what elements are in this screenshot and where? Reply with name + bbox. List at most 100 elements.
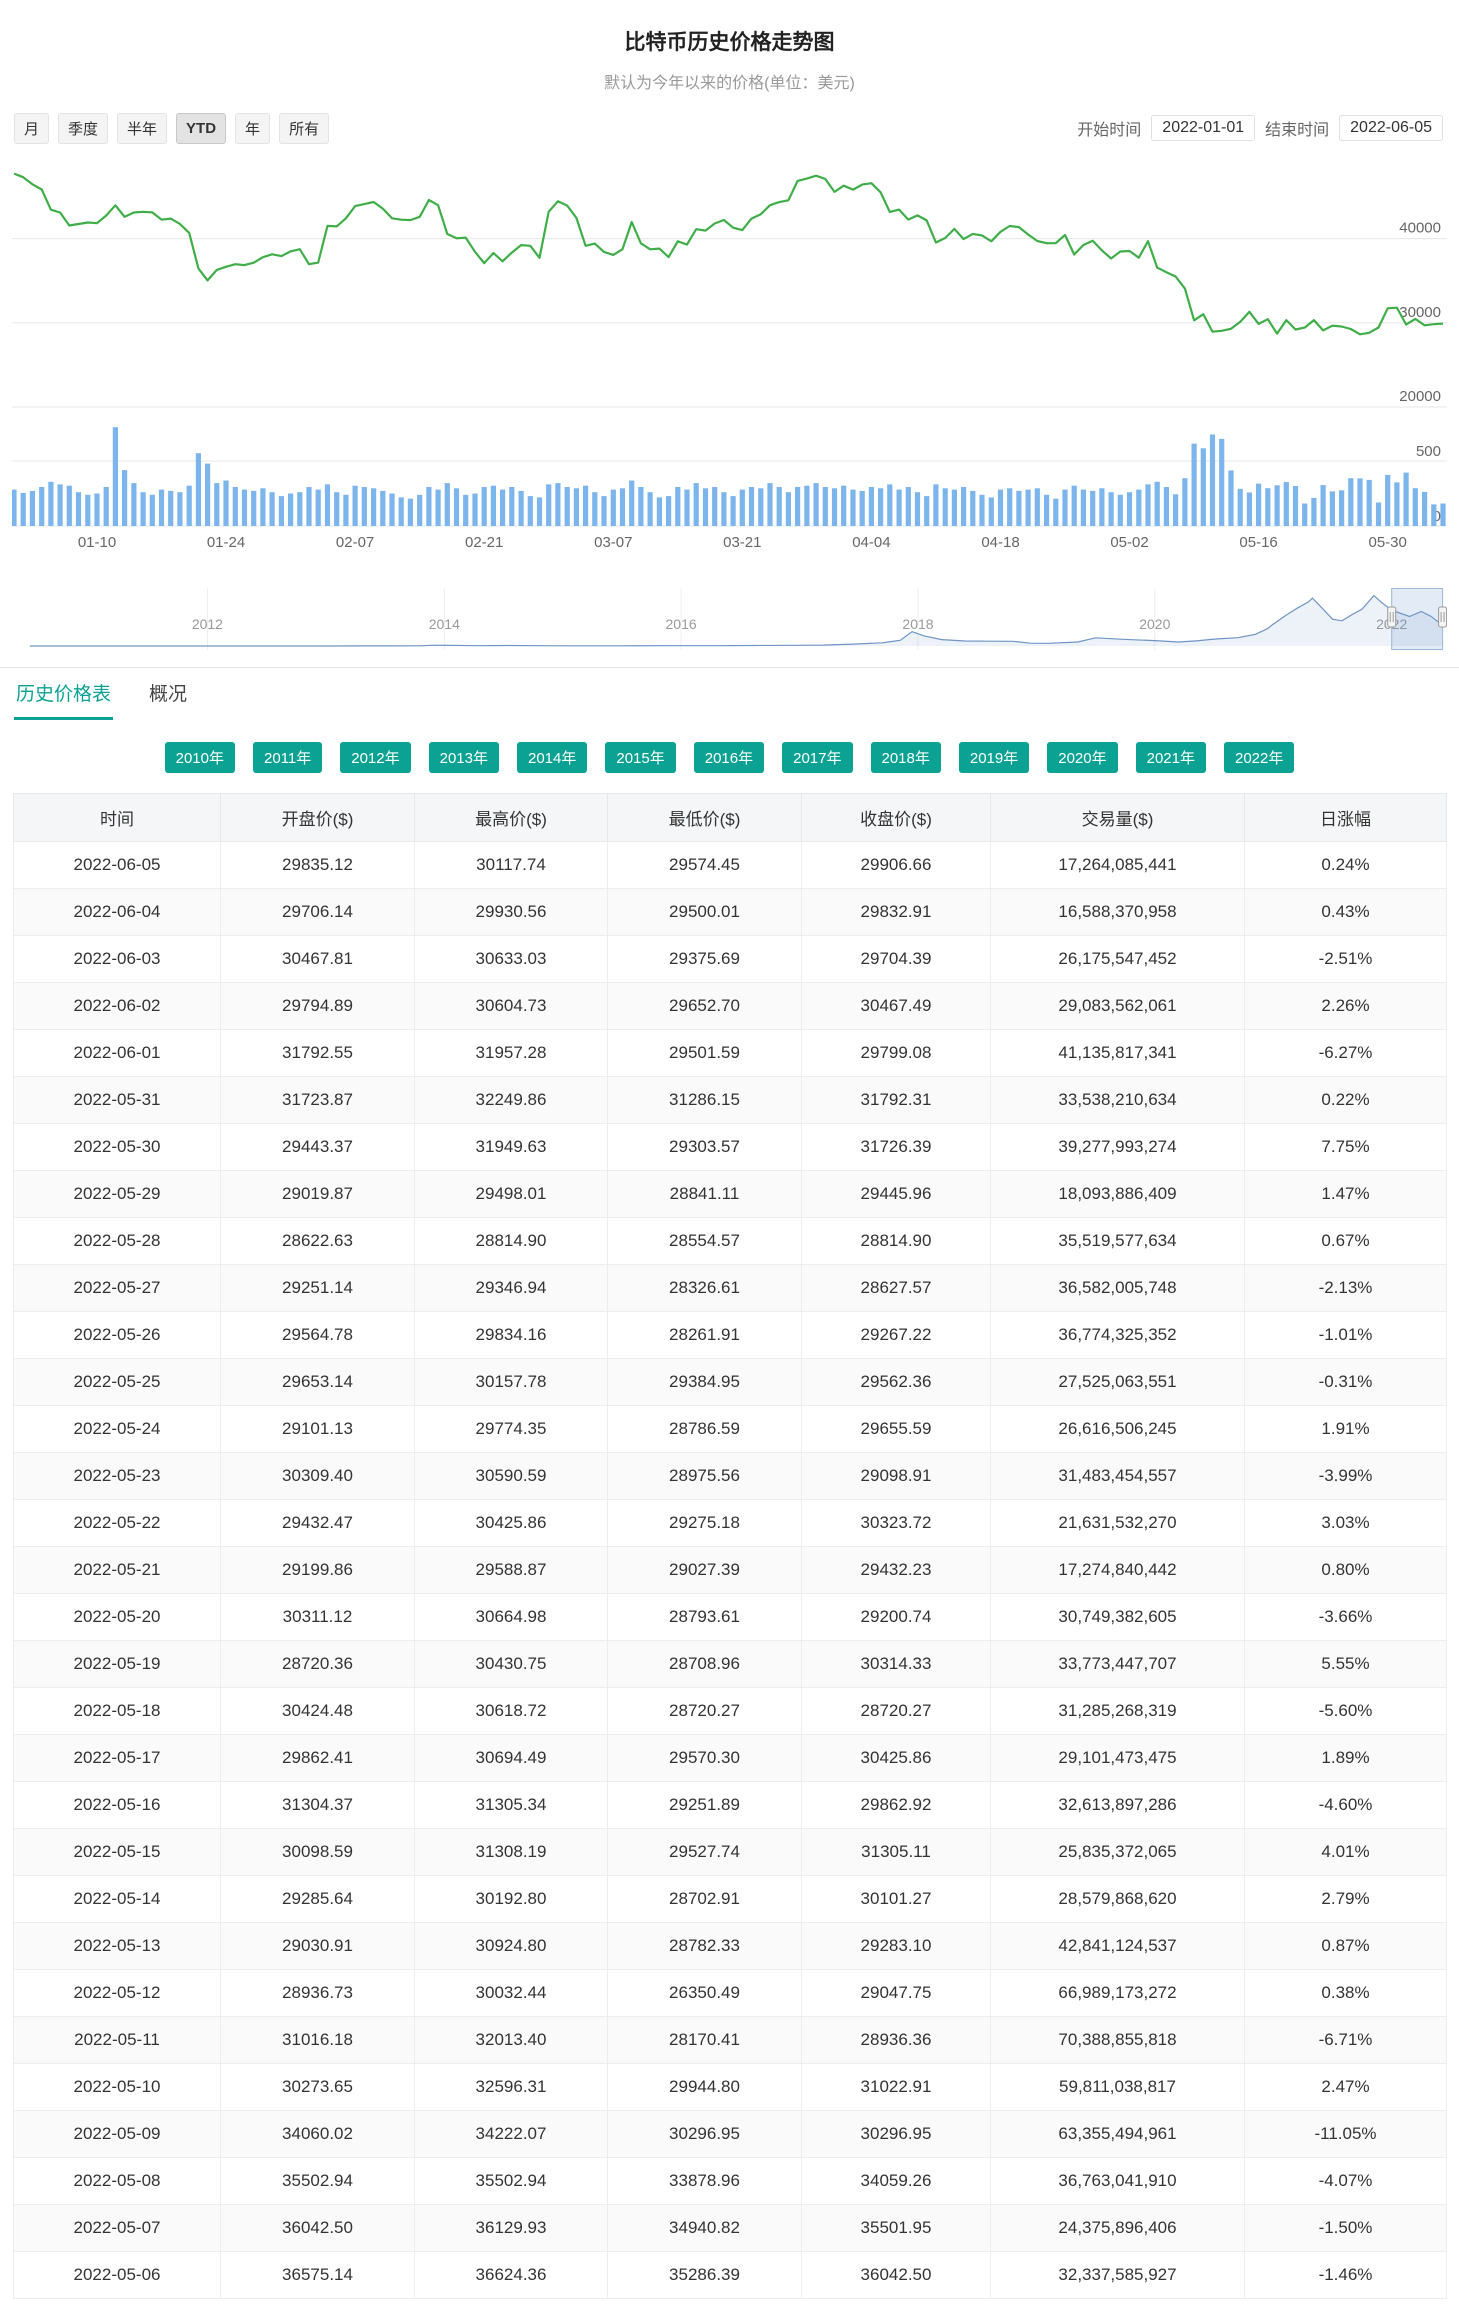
year-button-2020年[interactable]: 2020年	[1047, 742, 1118, 773]
table-cell: -0.31%	[1244, 1358, 1447, 1406]
table-cell: 29019.87	[220, 1170, 415, 1218]
navigator-left-handle[interactable]	[1387, 606, 1397, 628]
table-cell: 29799.08	[801, 1029, 991, 1077]
volume-axis-label: 0	[1433, 508, 1441, 525]
year-button-2011年[interactable]: 2011年	[252, 742, 323, 773]
table-cell: 29285.64	[220, 1875, 415, 1923]
tabs: 历史价格表 概况	[0, 668, 1459, 720]
table-cell: 31304.37	[220, 1781, 415, 1829]
table-cell: 28786.59	[607, 1405, 802, 1453]
table-cell: 29501.59	[607, 1029, 802, 1077]
table-cell: 32,613,897,286	[990, 1781, 1245, 1829]
table-cell: -1.01%	[1244, 1311, 1447, 1359]
table-row: 2022-05-18 30424.48 30618.72 28720.27 28720.…	[13, 1687, 1447, 1735]
table-cell: 29704.39	[801, 935, 991, 983]
period-button-年[interactable]: 年	[235, 112, 271, 144]
table-row: 2022-05-30 29443.37 31949.63 29303.57 31726.…	[13, 1123, 1447, 1171]
table-cell: 2022-05-28	[13, 1217, 221, 1265]
table-cell: 2022-05-11	[13, 2016, 221, 2064]
price-volume-chart[interactable]: 20000 30000 40000 0 500 01-10 01-24 02-07 02-21 0…	[11, 157, 1447, 562]
period-button-半年[interactable]: 半年	[117, 112, 168, 144]
year-button-2014年[interactable]: 2014年	[517, 742, 588, 773]
table-cell: 2022-05-27	[13, 1264, 221, 1312]
year-button-2015年[interactable]: 2015年	[605, 742, 676, 773]
table-cell: 2022-05-29	[13, 1170, 221, 1218]
table-cell: 2022-05-17	[13, 1734, 221, 1782]
navigator-right-handle[interactable]	[1438, 606, 1448, 628]
table-cell: 29706.14	[220, 888, 415, 936]
start-date-input[interactable]: 2022-01-01	[1151, 115, 1256, 141]
table-cell: 29930.56	[414, 888, 608, 936]
year-button-2013年[interactable]: 2013年	[428, 742, 499, 773]
year-button-2016年[interactable]: 2016年	[693, 742, 765, 773]
table-cell: 17,274,840,442	[990, 1546, 1245, 1594]
table-row: 2022-05-07 36042.50 36129.93 34940.82 35501.…	[13, 2204, 1447, 2252]
table-cell: 5.55%	[1244, 1640, 1447, 1688]
period-button-月[interactable]: 月	[14, 112, 50, 144]
table-cell: 0.80%	[1244, 1546, 1447, 1594]
table-row: 2022-05-08 35502.94 35502.94 33878.96 34059.…	[13, 2157, 1447, 2205]
table-row: 2022-05-11 31016.18 32013.40 28170.41 28936.…	[13, 2016, 1447, 2064]
table-cell: 32249.86	[414, 1076, 608, 1124]
table-row: 2022-05-10 30273.65 32596.31 29944.80 31022.…	[13, 2063, 1447, 2111]
period-button-所有[interactable]: 所有	[279, 112, 330, 144]
table-cell: 26350.49	[607, 1969, 802, 2017]
table-cell: 29443.37	[220, 1123, 415, 1171]
year-button-2010年[interactable]: 2010年	[164, 742, 235, 773]
year-button-2012年[interactable]: 2012年	[340, 742, 411, 773]
table-cell: 2022-06-01	[13, 1029, 221, 1077]
period-button-季度[interactable]: 季度	[58, 112, 109, 144]
tab-概况[interactable]: 概况	[149, 684, 188, 705]
table-cell: 30098.59	[220, 1828, 415, 1876]
table-cell: -2.13%	[1244, 1264, 1447, 1312]
table-cell: 29200.74	[801, 1593, 991, 1641]
table-cell: 0.43%	[1244, 888, 1447, 936]
navigator-year-label: 2016	[666, 616, 697, 632]
navigator-year-label: 2020	[1139, 616, 1170, 632]
table-cell: 29794.89	[220, 982, 415, 1030]
year-button-2021年[interactable]: 2021年	[1135, 742, 1206, 773]
table-cell: 29564.78	[220, 1311, 415, 1359]
table-cell: 28936.73	[220, 1969, 415, 2017]
table-cell: 30430.75	[414, 1640, 608, 1688]
table-cell: 30032.44	[414, 1969, 608, 2017]
tab-历史价格表[interactable]: 历史价格表	[14, 668, 114, 720]
column-header: 收盘价($)	[801, 793, 991, 842]
table-body: 2022-06-05 29835.12 30117.74 29574.45 29906.…	[13, 841, 1447, 2299]
year-button-2017年[interactable]: 2017年	[782, 742, 853, 773]
column-header: 最低价($)	[607, 793, 802, 842]
table-cell: 33,773,447,707	[990, 1640, 1245, 1688]
table-cell: 25,835,372,065	[990, 1828, 1245, 1876]
table-cell: 2022-05-26	[13, 1311, 221, 1359]
volume-bars	[11, 427, 1446, 527]
table-cell: 36129.93	[414, 2204, 608, 2252]
year-button-2018年[interactable]: 2018年	[870, 742, 941, 773]
navigator-svg[interactable]: 201220142016201820202022	[12, 588, 1448, 650]
table-cell: 21,631,532,270	[990, 1499, 1245, 1547]
year-button-2019年[interactable]: 2019年	[958, 742, 1030, 773]
table-cell: 28326.61	[607, 1264, 802, 1312]
navigator-selection[interactable]	[1391, 588, 1444, 650]
table-cell: 29283.10	[801, 1922, 991, 1970]
navigator-line	[29, 594, 1443, 647]
table-cell: 31792.55	[220, 1029, 415, 1077]
table-cell: 2022-05-18	[13, 1687, 221, 1735]
table-cell: 28622.63	[220, 1217, 415, 1265]
table-cell: 30924.80	[414, 1922, 608, 1970]
table-row: 2022-06-04 29706.14 29930.56 29500.01 29832.…	[13, 888, 1447, 936]
table-cell: 28627.57	[801, 1264, 991, 1312]
table-cell: 35501.95	[801, 2204, 991, 2252]
year-button-2022年[interactable]: 2022年	[1224, 742, 1295, 773]
table-cell: 29,101,473,475	[990, 1734, 1245, 1782]
table-cell: 28814.90	[414, 1217, 608, 1265]
navigator[interactable]: 201220142016201820202022	[12, 588, 1448, 655]
table-cell: 28554.57	[607, 1217, 802, 1265]
table-cell: 16,588,370,958	[990, 888, 1245, 936]
period-button-YTD[interactable]: YTD	[176, 112, 227, 144]
end-date-input[interactable]: 2022-06-05	[1339, 115, 1443, 141]
table-cell: 30296.95	[607, 2110, 802, 2158]
price-chart-svg[interactable]: 20000 30000 40000 0 500 01-10 01-24 02-07 02-21 0…	[11, 157, 1447, 557]
x-axis-label: 05-16	[1239, 534, 1277, 551]
table-cell: 2022-06-05	[13, 841, 221, 889]
table-cell: 66,989,173,272	[990, 1969, 1245, 2017]
